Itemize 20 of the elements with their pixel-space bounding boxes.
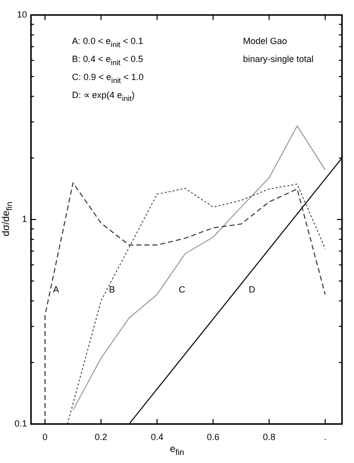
series-label: C — [178, 284, 186, 294]
series-label: B — [108, 284, 116, 294]
x-axis-title: e$_{fin}$ — [168, 444, 186, 458]
annotation: A: 0.0 < e$_{init}$ < 0.1 — [72, 36, 144, 50]
x-tick-label: 0 — [42, 432, 48, 442]
y-tick-label: 10 — [16, 9, 27, 20]
annotation: C: 0.9 < e$_{init}$ < 1.0 — [72, 72, 144, 86]
series-label: A — [52, 284, 60, 294]
x-tick-label: 0.8 — [262, 432, 276, 442]
annotation: D: ∝ exp(4 e$_{init}$) — [72, 90, 135, 104]
text: Model Gao — [243, 36, 288, 47]
annotation: B: 0.4 < e$_{init}$ < 0.5 — [72, 54, 144, 68]
x-tick-label: 0.4 — [150, 432, 164, 442]
series-label: D — [248, 284, 256, 294]
y-tick-label: 0.1 — [14, 418, 27, 428]
x-tick-label: 0.2 — [94, 432, 108, 442]
x-tick-label: . — [324, 432, 326, 442]
y-tick-label: 1 — [22, 214, 27, 224]
x-tick-label: 0.6 — [206, 432, 220, 442]
text: binary-single total — [243, 54, 314, 65]
